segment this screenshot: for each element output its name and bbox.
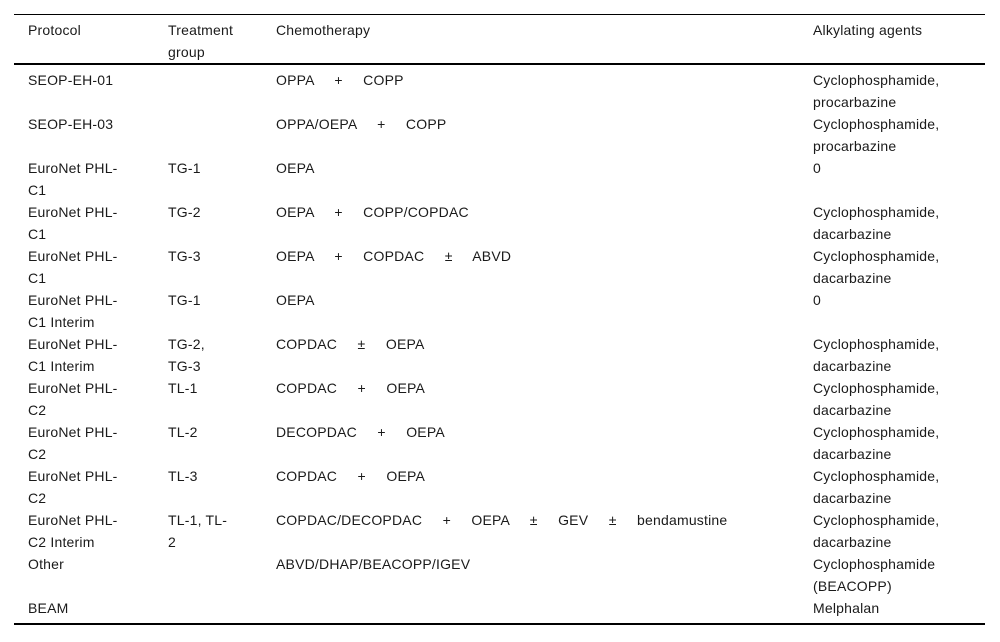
cell-treatment-group	[168, 64, 276, 113]
table-row: EuroNet PHL- C1 Interim TG-2, TG-3 COPDAC …	[14, 333, 985, 377]
chemotherapy-protocols-table: Protocol Treatment group Chemotherapy Al…	[14, 14, 985, 625]
cell-alkylating-agents: Cyclophosphamide (BEACOPP)	[813, 556, 936, 594]
cell-chemotherapy: COPDAC ± OEPA	[276, 336, 425, 352]
cell-alkylating-agents: Cyclophosphamide, dacarbazine	[813, 380, 940, 418]
col-header-treatment-group: Treatment group	[168, 14, 276, 65]
cell-treatment-group: TG-2	[168, 204, 201, 220]
cell-protocol: Other	[28, 556, 65, 572]
cell-alkylating-agents: Cyclophosphamide, dacarbazine	[813, 468, 940, 506]
cell-protocol: BEAM	[28, 600, 69, 616]
cell-alkylating-agents: Cyclophosphamide, dacarbazine	[813, 204, 940, 242]
cell-chemotherapy: DECOPDAC + OEPA	[276, 424, 445, 440]
cell-chemotherapy: OPPA + COPP	[276, 72, 404, 88]
cell-treatment-group	[168, 113, 276, 157]
table-row: EuroNet PHL- C2 Interim TL-1, TL- 2 COPDAC…	[14, 509, 985, 553]
table-row: EuroNet PHL- C2 TL-2 DECOPDAC + OEPA Cyclop…	[14, 421, 985, 465]
cell-alkylating-agents: Cyclophosphamide, procarbazine	[813, 72, 940, 110]
cell-protocol: EuroNet PHL- C1 Interim	[28, 292, 118, 330]
header-row: Protocol Treatment group Chemotherapy Al…	[14, 14, 985, 65]
cell-protocol: EuroNet PHL- C1 Interim	[28, 336, 118, 374]
cell-protocol: EuroNet PHL- C1	[28, 160, 118, 198]
cell-treatment-group: TG-1	[168, 160, 201, 176]
cell-chemotherapy: OEPA + COPP/COPDAC	[276, 204, 469, 220]
cell-alkylating-agents: Cyclophosphamide, dacarbazine	[813, 512, 940, 550]
cell-protocol: EuroNet PHL- C2	[28, 424, 118, 462]
cell-protocol: SEOP-EH-03	[28, 116, 114, 132]
cell-chemotherapy: OEPA	[276, 292, 315, 308]
cell-alkylating-agents: Cyclophosphamide, dacarbazine	[813, 248, 940, 286]
cell-treatment-group: TL-2	[168, 424, 198, 440]
table-row: Other ABVD/DHAP/BEACOPP/IGEV Cyclophospham…	[14, 553, 985, 597]
cell-chemotherapy: COPDAC + OEPA	[276, 468, 426, 484]
cell-chemotherapy: COPDAC + OEPA	[276, 380, 426, 396]
cell-chemotherapy: OPPA/OEPA + COPP	[276, 116, 447, 132]
table-row: EuroNet PHL- C1 TG-2 OEPA + COPP/COPDAC Cyc…	[14, 201, 985, 245]
cell-protocol: EuroNet PHL- C1	[28, 248, 118, 286]
cell-treatment-group: TG-3	[168, 248, 201, 264]
table-row: EuroNet PHL- C1 TG-3 OEPA + COPDAC ± ABVD C…	[14, 245, 985, 289]
table-body: SEOP-EH-01 OPPA + COPP Cyclophosphamide, p…	[14, 64, 985, 624]
protocols-table-container: Protocol Treatment group Chemotherapy Al…	[14, 14, 985, 625]
cell-chemotherapy	[276, 597, 813, 624]
cell-chemotherapy: OEPA	[276, 160, 315, 176]
cell-alkylating-agents: Cyclophosphamide, dacarbazine	[813, 336, 940, 374]
table-row: EuroNet PHL- C1 Interim TG-1 OEPA 0	[14, 289, 985, 333]
cell-alkylating-agents: Cyclophosphamide, procarbazine	[813, 116, 940, 154]
cell-treatment-group	[168, 597, 276, 624]
cell-chemotherapy: ABVD/DHAP/BEACOPP/IGEV	[276, 556, 471, 572]
cell-alkylating-agents: Melphalan	[813, 600, 880, 616]
cell-protocol: SEOP-EH-01	[28, 72, 114, 88]
col-header-alkylating-agents: Alkylating agents	[813, 14, 985, 65]
cell-treatment-group: TG-2, TG-3	[168, 336, 205, 374]
table-row: SEOP-EH-01 OPPA + COPP Cyclophosphamide, p…	[14, 64, 985, 113]
cell-treatment-group: TL-1, TL- 2	[168, 512, 228, 550]
table-row: EuroNet PHL- C2 TL-1 COPDAC + OEPA Cyclopho…	[14, 377, 985, 421]
cell-protocol: EuroNet PHL- C2	[28, 380, 118, 418]
cell-treatment-group: TG-1	[168, 292, 201, 308]
col-header-protocol: Protocol	[14, 14, 168, 65]
table-row: EuroNet PHL- C1 TG-1 OEPA 0	[14, 157, 985, 201]
cell-alkylating-agents: Cyclophosphamide, dacarbazine	[813, 424, 940, 462]
cell-chemotherapy: OEPA + COPDAC ± ABVD	[276, 248, 512, 264]
cell-treatment-group: TL-3	[168, 468, 198, 484]
table-row: BEAM Melphalan	[14, 597, 985, 624]
cell-treatment-group	[168, 553, 276, 597]
table-header: Protocol Treatment group Chemotherapy Al…	[14, 14, 985, 65]
cell-alkylating-agents: 0	[813, 160, 821, 176]
cell-protocol: EuroNet PHL- C1	[28, 204, 118, 242]
cell-protocol: EuroNet PHL- C2 Interim	[28, 512, 118, 550]
cell-treatment-group: TL-1	[168, 380, 198, 396]
col-header-chemotherapy: Chemotherapy	[276, 14, 813, 65]
table-row: EuroNet PHL- C2 TL-3 COPDAC + OEPA Cyclopho…	[14, 465, 985, 509]
cell-chemotherapy: COPDAC/DECOPDAC + OEPA ± GEV ± bendamust…	[276, 512, 728, 528]
cell-alkylating-agents: 0	[813, 292, 821, 308]
cell-protocol: EuroNet PHL- C2	[28, 468, 118, 506]
table-row: SEOP-EH-03 OPPA/OEPA + COPP Cyclophosphami…	[14, 113, 985, 157]
